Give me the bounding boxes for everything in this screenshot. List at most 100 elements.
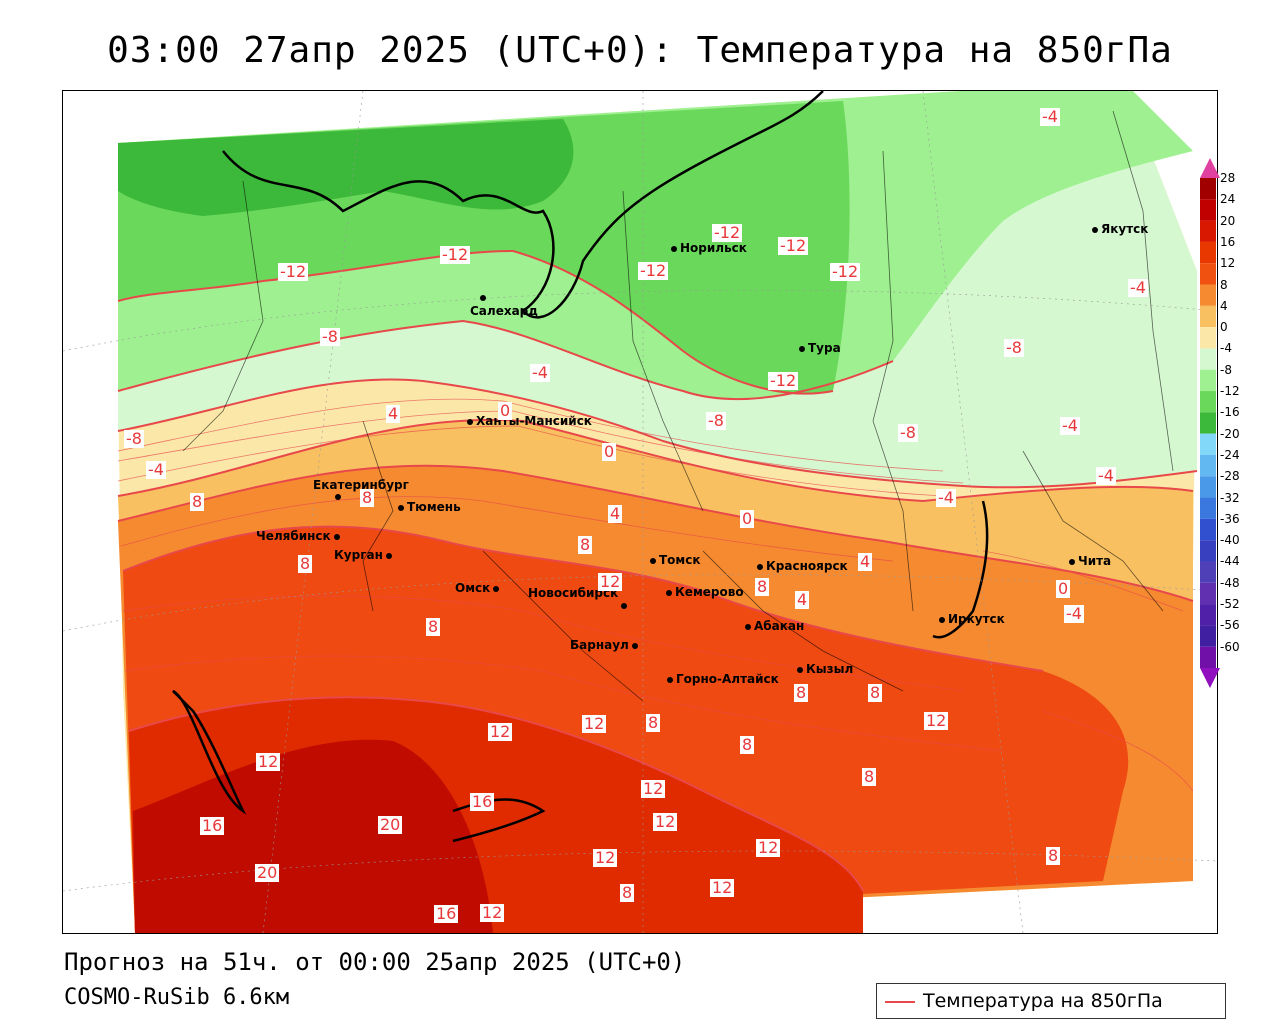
scale-swatch: [1200, 241, 1216, 264]
scale-swatch: [1200, 220, 1216, 242]
field-region-minus16: [118, 119, 574, 216]
page-title: 03:00 27апр 2025 (UTC+0): Температура на…: [107, 30, 1173, 71]
scale-top-arrow: [1200, 158, 1220, 178]
contour-label: -12: [830, 262, 861, 281]
city-krasnoyarsk[interactable]: Красноярск: [757, 559, 848, 573]
contour-label: -12: [712, 223, 743, 242]
scale-swatch: [1200, 412, 1216, 434]
scale-tick-label: -20: [1220, 426, 1240, 441]
contour-label: -4: [1060, 416, 1080, 435]
scale-swatch: [1200, 369, 1216, 392]
scale-tick-label: -44: [1220, 554, 1240, 569]
contour-label: 8: [755, 577, 770, 596]
scale-swatch: [1200, 582, 1216, 605]
city-omsk[interactable]: Омск: [455, 581, 502, 595]
contour-label: 8: [862, 767, 877, 786]
contour-label: -8: [706, 411, 726, 430]
city-novosibirsk[interactable]: [621, 598, 630, 612]
contour-label: -12: [440, 245, 471, 264]
city-khanty-mansiysk[interactable]: Ханты-Мансийск: [467, 414, 592, 428]
scale-swatch: [1200, 327, 1216, 349]
city-salekhard-label: Салехард: [470, 304, 538, 318]
scale-tick-label: -56: [1220, 618, 1240, 633]
contour-label: 4: [858, 552, 873, 571]
contour-label: 12: [756, 838, 781, 857]
contour-label: -12: [278, 262, 309, 281]
scale-tick-label: 28: [1220, 171, 1236, 185]
contour-label: 4: [608, 504, 623, 523]
scale-tick-label: -16: [1220, 405, 1240, 420]
scale-swatch: [1200, 497, 1216, 519]
city-kemerovo[interactable]: Кемерово: [666, 585, 744, 599]
scale-tick-label: -8: [1220, 362, 1232, 377]
scale-tick-label: -36: [1220, 511, 1240, 526]
scale-tick-label: -40: [1220, 533, 1240, 548]
contour-label: 12: [710, 878, 735, 897]
contour-label: 8: [578, 535, 593, 554]
city-chita[interactable]: Чита: [1069, 554, 1111, 568]
city-kurgan[interactable]: Курган: [334, 548, 395, 562]
isotherm-lines: [117, 249, 1198, 892]
contour-label: 8: [190, 492, 205, 511]
contour-label: 12: [582, 714, 607, 733]
scale-swatch: [1200, 561, 1216, 583]
contour-label: -8: [124, 429, 144, 448]
contour-label: 16: [470, 792, 495, 811]
city-gorno-altaysk[interactable]: Горно-Алтайск: [667, 672, 779, 686]
scale-swatch: [1200, 178, 1216, 200]
city-tyumen[interactable]: Тюмень: [398, 500, 461, 514]
scale-tick-label: -52: [1220, 597, 1240, 612]
scale-swatch: [1200, 604, 1216, 626]
scale-tick-label: 4: [1220, 298, 1228, 313]
city-yekaterinburg[interactable]: [335, 489, 344, 503]
city-norilsk[interactable]: Норильск: [671, 241, 747, 255]
legend: Температура на 850гПа: [876, 983, 1226, 1019]
contour-label: -12: [768, 371, 799, 390]
scale-tick-label: 0: [1220, 320, 1228, 335]
contour-label: 16: [200, 816, 225, 835]
contour-label: 8: [1046, 846, 1061, 865]
contour-label: 16: [434, 904, 459, 923]
city-irkutsk[interactable]: Иркутск: [939, 612, 1005, 626]
forecast-info: Прогноз на 51ч. от 00:00 25апр 2025 (UTC…: [64, 948, 686, 976]
contour-label: 12: [924, 711, 949, 730]
scale-swatch: [1200, 199, 1216, 221]
city-tura[interactable]: Тура: [799, 341, 841, 355]
contour-label: -8: [320, 327, 340, 346]
city-tomsk[interactable]: Томск: [650, 553, 701, 567]
contour-label: 12: [488, 722, 513, 741]
scale-swatch: [1200, 540, 1216, 562]
contour-label: 12: [593, 848, 618, 867]
scale-swatch: [1200, 476, 1216, 498]
scale-tick-label: -24: [1220, 447, 1240, 462]
contour-label: 8: [298, 554, 313, 573]
scale-tick-label: -4: [1220, 341, 1232, 356]
city-barnaul[interactable]: Барнаул: [570, 638, 641, 652]
contour-label: 0: [740, 509, 755, 528]
scale-tick-label: -28: [1220, 469, 1240, 484]
contour-label: -4: [1040, 107, 1060, 126]
contour-label: 12: [480, 903, 505, 922]
scale-swatch: [1200, 646, 1216, 668]
scale-swatch: [1200, 263, 1216, 285]
city-kyzyl[interactable]: Кызыл: [797, 662, 853, 676]
contour-label: 0: [1056, 579, 1071, 598]
city-abakan[interactable]: Абакан: [745, 619, 804, 633]
city-salekhard[interactable]: [480, 290, 489, 304]
contour-label: 8: [794, 683, 809, 702]
contour-label: 8: [360, 488, 375, 507]
city-chelyabinsk[interactable]: Челябинск: [256, 529, 343, 543]
map-area[interactable]: [62, 90, 1218, 934]
graticule: [63, 91, 1217, 933]
city-yakutsk[interactable]: Якутск: [1092, 222, 1148, 236]
contour-label: 0: [602, 442, 617, 461]
scale-tick-label: 8: [1220, 277, 1228, 292]
scale-tick-label: -60: [1220, 639, 1240, 654]
scale-swatch: [1200, 348, 1216, 370]
contour-label: 8: [426, 617, 441, 636]
contour-label: 12: [653, 812, 678, 831]
scale-swatch: [1200, 305, 1216, 328]
contour-label: 8: [620, 883, 635, 902]
scale-tick-label: 24: [1220, 192, 1236, 207]
scale-swatch: [1200, 433, 1216, 455]
